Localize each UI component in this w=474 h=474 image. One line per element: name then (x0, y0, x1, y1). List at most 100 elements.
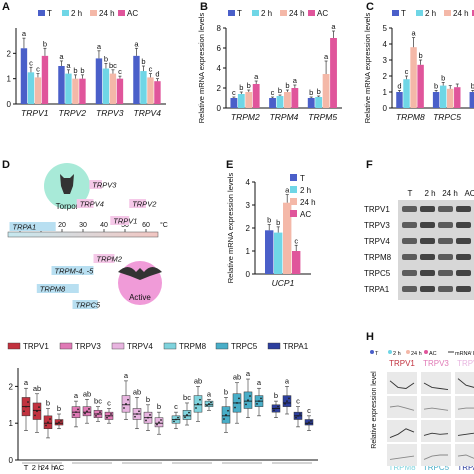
data-point (297, 414, 299, 417)
legend-label: 24 h (453, 9, 469, 18)
trend-line (457, 432, 474, 436)
bar (469, 92, 474, 108)
blot-band (438, 286, 453, 292)
significance-letter: b (43, 39, 47, 48)
torpor-label: Torpor (56, 202, 79, 211)
significance-letter: c (296, 397, 300, 406)
blot-band (420, 206, 435, 212)
y-tick-label: 2 (246, 224, 251, 233)
y-tick-label: 2 (9, 382, 14, 391)
data-point (234, 406, 236, 409)
bar (34, 77, 42, 104)
blot-column-label: 2 h (424, 189, 435, 198)
blot-band (402, 238, 417, 244)
data-point (258, 400, 260, 403)
x-category-label: UCP1 (272, 278, 295, 288)
data-point (199, 398, 201, 401)
data-point (45, 424, 47, 427)
blot-band (438, 222, 453, 228)
x-category-label: TRPV4 (134, 108, 162, 118)
data-point (123, 407, 125, 409)
blot-row-label: TRPA1 (364, 285, 390, 294)
bar (439, 85, 447, 108)
bar (95, 58, 103, 104)
legend-marker (424, 350, 428, 354)
data-point (25, 405, 27, 408)
x-category-label: AC (54, 463, 65, 472)
trend-cell (421, 372, 451, 394)
bar (252, 84, 260, 108)
legend-swatch (252, 10, 259, 16)
blot-band (456, 254, 471, 260)
data-point (88, 408, 90, 410)
data-point (236, 402, 238, 404)
y-tick-label: 3 (246, 201, 251, 210)
blot-band (456, 238, 471, 244)
legend-label: TRPV3 (75, 342, 101, 351)
significance-letter: b (278, 86, 282, 95)
data-point (256, 402, 258, 405)
data-point (145, 419, 147, 422)
blot-band (456, 206, 471, 212)
trend-line (389, 428, 415, 439)
x-category-label: TRPV1 (21, 108, 49, 118)
significance-letter: c (271, 88, 275, 97)
legend-label: T (300, 174, 305, 183)
significance-letter: c (232, 88, 236, 97)
legend-label: 2 h (71, 9, 82, 18)
panel-label: B (200, 1, 208, 13)
legend-swatch (62, 10, 69, 16)
legend-label: AC (317, 9, 328, 18)
bar (410, 47, 417, 108)
significance-letter: d (155, 70, 159, 79)
data-point (38, 406, 40, 408)
significance-letter: a (331, 22, 336, 31)
significance-letter: b (104, 54, 108, 63)
data-point (99, 411, 101, 414)
significance-letter: b (471, 81, 474, 90)
significance-letter: b (57, 404, 61, 413)
data-point (75, 411, 77, 414)
data-point (310, 420, 312, 422)
bar (116, 78, 124, 104)
significance-letter: a (257, 378, 262, 387)
data-point (273, 409, 275, 412)
legend-label: TRPC5 (231, 342, 258, 351)
significance-letter: a (124, 371, 129, 380)
gene-label: TRPC5 (423, 463, 450, 472)
significance-letter: b (267, 216, 271, 225)
panel-label: C (366, 1, 374, 13)
bar (292, 251, 301, 274)
legend-marker (406, 350, 410, 354)
legend-label: 2 h (393, 351, 401, 357)
x-category-label: TRPV2 (59, 108, 87, 118)
trend-cell (387, 444, 417, 466)
blot-column-label: 24 h (442, 189, 458, 198)
data-point (288, 397, 290, 400)
legend-label: AC (429, 351, 437, 357)
data-point (186, 414, 188, 416)
legend-label: TRPM8 (179, 342, 207, 351)
significance-letter: b (224, 387, 228, 396)
legend-swatch (90, 10, 97, 16)
data-point (138, 410, 140, 413)
data-point (275, 407, 277, 410)
x-category-label: TRPM8 (396, 112, 425, 122)
panel-label: E (226, 159, 233, 171)
blot-band (456, 286, 471, 292)
bar (291, 88, 299, 108)
range-bar (51, 266, 94, 275)
y-tick-label: 1 (7, 75, 12, 84)
trend-line (423, 454, 448, 460)
data-point (147, 416, 149, 419)
scale-tick-label: °C (160, 221, 168, 229)
bar (72, 78, 79, 104)
significance-letter: b (419, 51, 423, 60)
data-point (175, 418, 177, 421)
bar (102, 68, 110, 104)
blot-band (438, 254, 453, 260)
bar (403, 79, 410, 108)
significance-letter: c (405, 67, 409, 76)
trend-line (389, 380, 415, 389)
legend-swatch (416, 10, 423, 16)
